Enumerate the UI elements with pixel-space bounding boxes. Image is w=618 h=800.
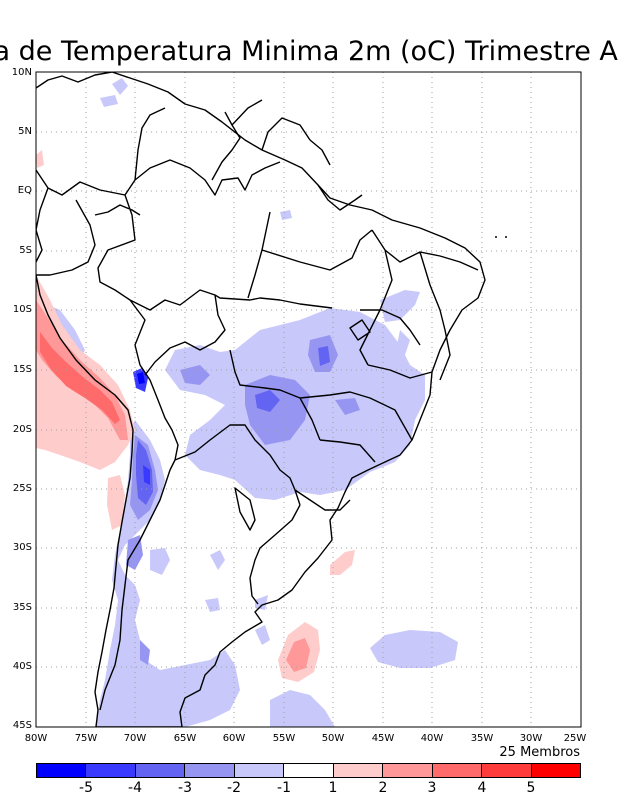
colorbar-label: -3 — [178, 780, 192, 796]
lon-tick-label: 50W — [321, 733, 345, 744]
colorbar-swatch — [135, 763, 186, 778]
plot-frame — [35, 71, 582, 728]
lon-tick-label: 30W — [519, 733, 543, 744]
colorbar-label: -1 — [277, 780, 291, 796]
lat-tick-label: 45S — [12, 720, 32, 731]
lat-tick-label: 5S — [19, 245, 32, 256]
colorbar-label: -2 — [227, 780, 241, 796]
lat-tick-label: 40S — [12, 661, 32, 672]
colorbar-label: -4 — [128, 780, 142, 796]
colorbar-label: 5 — [526, 780, 536, 796]
map-title-text: ia de Temperatura Minima 2m (oC) Trimest… — [0, 36, 618, 67]
colorbar-label: 4 — [477, 780, 487, 796]
map-title: ia de Temperatura Minima 2m (oC) Trimest… — [0, 30, 618, 70]
colorbar-label: 2 — [378, 780, 388, 796]
colorbar-swatch — [531, 763, 581, 778]
lat-tick-label: 30S — [12, 542, 32, 553]
colorbar-swatch — [86, 763, 136, 778]
lon-tick-label: 70W — [123, 733, 147, 744]
lon-tick-label: 40W — [420, 733, 444, 744]
country-borders — [36, 99, 479, 711]
lon-tick-label: 35W — [470, 733, 494, 744]
anomaly-pos3-areas — [40, 332, 120, 424]
lon-tick-label: 55W — [272, 733, 296, 744]
colorbar-label: 1 — [328, 780, 338, 796]
colorbar-swatch — [383, 763, 433, 778]
lon-tick-label: 60W — [222, 733, 246, 744]
colorbar-swatch — [482, 763, 532, 778]
members-label: 25 Membros — [499, 745, 580, 760]
colorbar-label: -5 — [79, 780, 93, 796]
lon-tick-label: 65W — [173, 733, 197, 744]
lat-tick-label: 5N — [18, 126, 32, 137]
colorbar-label: 3 — [427, 780, 437, 796]
lat-tick-label: 10S — [12, 304, 32, 315]
colorbar-swatch — [432, 763, 483, 778]
lat-tick-label: 20S — [12, 424, 32, 435]
colorbar-swatch — [333, 763, 384, 778]
anomaly-neg5-areas — [137, 372, 145, 384]
lon-tick-label: 80W — [24, 733, 48, 744]
colorbar-swatch — [185, 763, 235, 778]
south-america-coastline — [36, 72, 486, 727]
lon-tick-label: 75W — [74, 733, 98, 744]
lon-tick-label: 25W — [563, 733, 587, 744]
lat-tick-label: 25S — [12, 483, 32, 494]
anomaly-neg3-areas — [136, 346, 330, 505]
lat-tick-label: 15S — [12, 364, 32, 375]
lon-tick-label: 45W — [371, 733, 395, 744]
lat-tick-label: 35S — [12, 602, 32, 613]
colorbar — [36, 763, 581, 778]
colorbar-swatch — [36, 763, 87, 778]
lat-tick-label: EQ — [17, 185, 32, 196]
lat-tick-label: 10N — [11, 67, 32, 78]
colorbar-swatch — [284, 763, 334, 778]
colorbar-swatch — [234, 763, 285, 778]
